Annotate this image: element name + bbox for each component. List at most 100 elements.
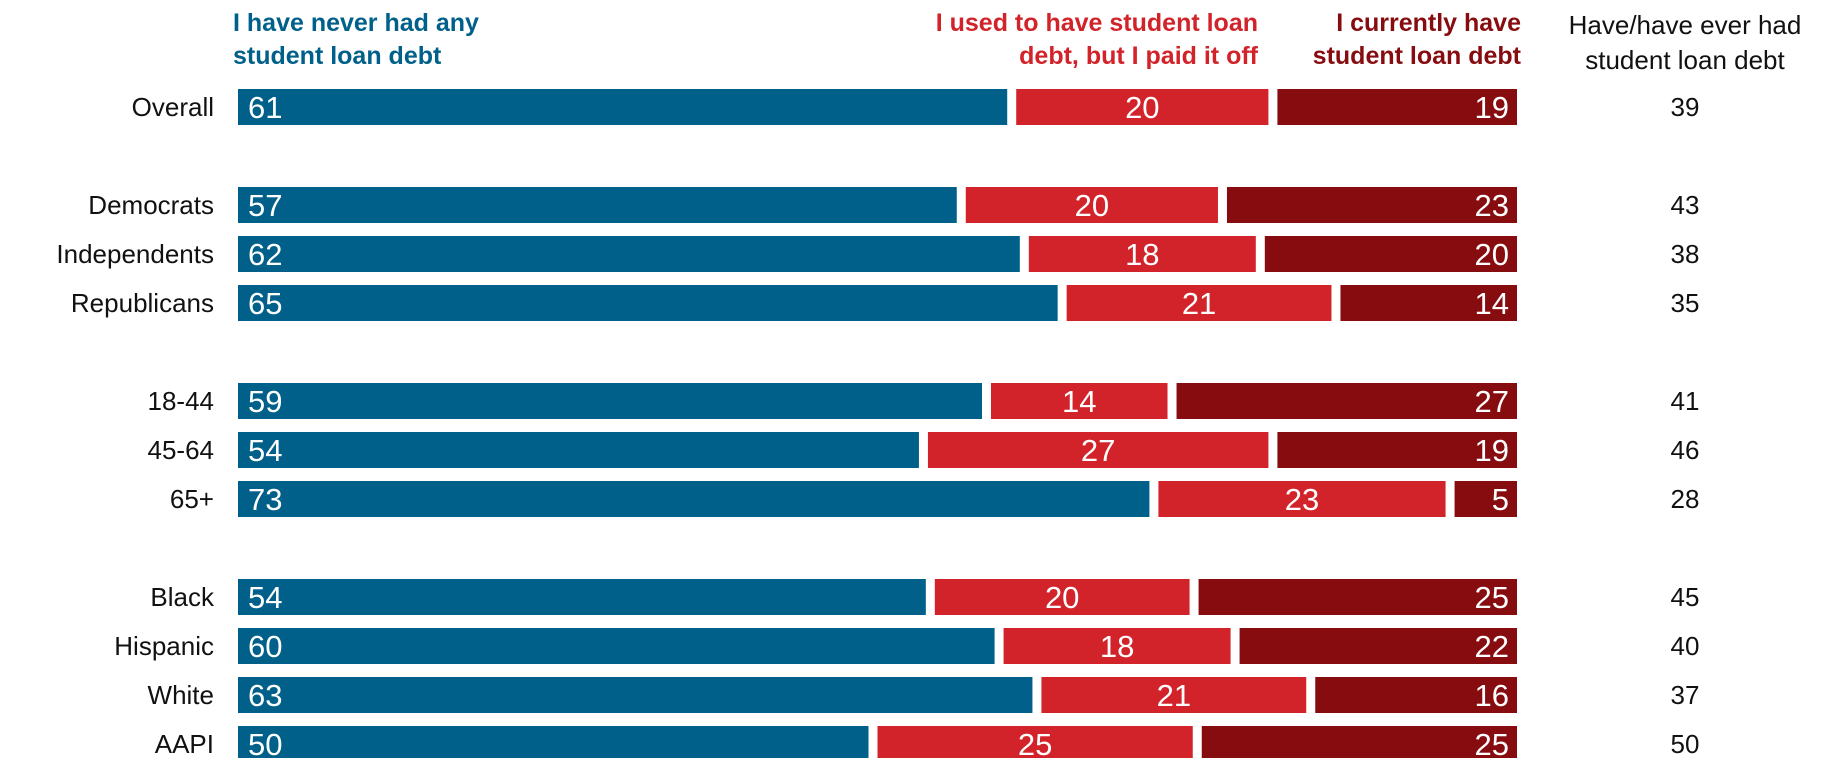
bar-row: Democrats 57 20 23 43 [88, 187, 1699, 223]
data-label: 50 [248, 727, 282, 758]
data-label: 23 [1475, 188, 1509, 223]
data-label: 18 [1125, 237, 1159, 272]
bar-segment-series-2 [1066, 285, 1332, 321]
bar-segment-series-3 [1454, 481, 1517, 517]
data-label: 20 [1075, 188, 1109, 223]
bar-segment-series-1 [238, 726, 869, 758]
bar-segment-series-3 [1198, 579, 1517, 615]
data-label: 23 [1285, 482, 1319, 517]
category-label: Black [150, 582, 215, 612]
total-value: 40 [1671, 631, 1700, 661]
data-label: 14 [1475, 286, 1509, 321]
total-value: 50 [1671, 729, 1700, 758]
bar-segment-series-2 [965, 187, 1218, 223]
bar-row: 45-64 54 27 19 46 [148, 432, 1700, 468]
data-label: 54 [248, 433, 282, 468]
data-label: 25 [1475, 580, 1509, 615]
category-label: Republicans [71, 288, 214, 318]
data-label: 65 [248, 286, 282, 321]
bar-row: Republicans 65 21 14 35 [71, 285, 1700, 321]
data-label: 60 [248, 629, 282, 664]
bar-segment-series-3 [1264, 236, 1517, 272]
data-label: 14 [1062, 384, 1096, 419]
data-label: 19 [1475, 433, 1509, 468]
bar-segment-series-3 [1239, 628, 1517, 664]
data-label: 25 [1475, 727, 1509, 758]
data-label: 54 [248, 580, 282, 615]
bar-segment-series-2 [990, 383, 1168, 419]
total-value: 39 [1671, 92, 1700, 122]
data-label: 20 [1045, 580, 1079, 615]
bar-row: 18-44 59 14 27 41 [148, 383, 1700, 419]
bar-segment-series-1 [238, 383, 982, 419]
total-value: 38 [1671, 239, 1700, 269]
bar-segment-series-2 [1028, 236, 1256, 272]
data-label: 62 [248, 237, 282, 272]
data-label: 20 [1125, 90, 1159, 125]
bar-segment-series-3 [1277, 432, 1517, 468]
legend: I have never had any student loan debt I u… [233, 9, 1522, 70]
bar-segment-series-1 [238, 432, 919, 468]
data-label: 27 [1475, 384, 1509, 419]
bar-segment-series-2 [877, 726, 1193, 758]
data-label: 27 [1081, 433, 1115, 468]
category-label: Democrats [88, 190, 214, 220]
bar-segment-series-1 [238, 89, 1008, 125]
category-label: 65+ [170, 484, 214, 514]
data-label: 16 [1475, 678, 1509, 713]
bar-segment-series-1 [238, 236, 1020, 272]
data-label: 19 [1475, 90, 1509, 125]
total-value: 35 [1671, 288, 1700, 318]
bar-segment-series-1 [238, 677, 1033, 713]
category-label: AAPI [155, 729, 214, 758]
bar-segment-series-2 [1041, 677, 1307, 713]
data-label: 22 [1475, 629, 1509, 664]
legend-label-3: I currently have student loan debt [1313, 9, 1522, 70]
legend-label-2: I used to have student loan debt, but I p… [936, 9, 1259, 70]
data-label: 63 [248, 678, 282, 713]
bar-rows: Overall 61 20 19 39 Democrats 57 20 23 43 Independ… [56, 89, 1699, 758]
total-value: 41 [1671, 386, 1700, 416]
data-label: 61 [248, 90, 282, 125]
total-value: 37 [1671, 680, 1700, 710]
category-label: Overall [132, 92, 214, 122]
bar-segment-series-1 [238, 579, 926, 615]
category-label: Independents [56, 239, 214, 269]
data-label: 25 [1018, 727, 1052, 758]
data-label: 73 [248, 482, 282, 517]
bar-segment-series-3 [1277, 89, 1517, 125]
bar-segment-series-1 [238, 481, 1150, 517]
bar-segment-series-2 [1158, 481, 1446, 517]
total-value: 43 [1671, 190, 1700, 220]
bar-row: Overall 61 20 19 39 [132, 89, 1700, 125]
bar-segment-series-3 [1226, 187, 1517, 223]
bar-segment-series-2 [927, 432, 1269, 468]
bar-segment-series-3 [1176, 383, 1517, 419]
category-label: White [148, 680, 214, 710]
category-label: 18-44 [148, 386, 215, 416]
bar-segment-series-3 [1201, 726, 1517, 758]
bar-row: Hispanic 60 18 22 40 [114, 628, 1699, 664]
data-label: 21 [1157, 678, 1191, 713]
bar-segment-series-2 [934, 579, 1190, 615]
data-label: 59 [248, 384, 282, 419]
bar-segment-series-1 [238, 187, 957, 223]
category-label: Hispanic [114, 631, 214, 661]
total-value: 46 [1671, 435, 1700, 465]
total-column-header-text: Have/have ever had student loan debt [1569, 10, 1802, 75]
total-column-header: Have/have ever had student loan debt [1569, 10, 1802, 75]
bar-row: Black 54 20 25 45 [150, 579, 1699, 615]
category-label: 45-64 [148, 435, 215, 465]
bar-row: Independents 62 18 20 38 [56, 236, 1699, 272]
bar-row: White 63 21 16 37 [148, 677, 1700, 713]
total-value: 28 [1671, 484, 1700, 514]
data-label: 57 [248, 188, 282, 223]
data-label: 18 [1100, 629, 1134, 664]
bar-segment-series-3 [1340, 285, 1517, 321]
bar-segment-series-1 [238, 285, 1058, 321]
data-label: 5 [1492, 482, 1509, 517]
data-label: 21 [1182, 286, 1216, 321]
total-value: 45 [1671, 582, 1700, 612]
bar-segment-series-2 [1016, 89, 1269, 125]
